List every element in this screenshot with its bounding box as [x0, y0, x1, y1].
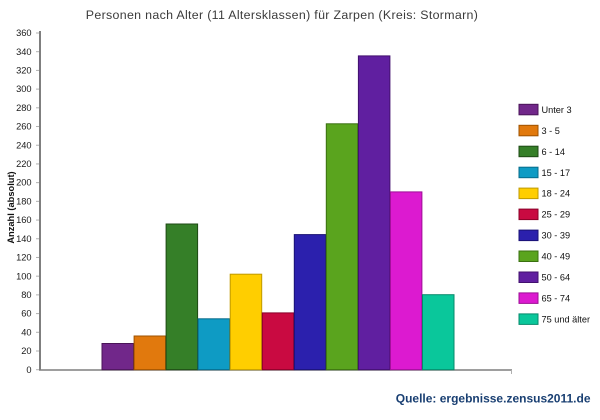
- svg-text:160: 160: [16, 215, 32, 225]
- svg-text:Anzahl (absolut): Anzahl (absolut): [6, 171, 16, 243]
- svg-text:280: 280: [16, 103, 32, 113]
- svg-text:60: 60: [21, 309, 31, 319]
- svg-text:30 - 39: 30 - 39: [542, 231, 571, 241]
- svg-text:240: 240: [16, 140, 32, 150]
- svg-text:260: 260: [16, 122, 32, 132]
- svg-text:40: 40: [21, 327, 31, 337]
- svg-text:300: 300: [16, 84, 32, 94]
- svg-text:0: 0: [26, 365, 31, 375]
- svg-text:Unter 3: Unter 3: [542, 105, 572, 115]
- svg-text:320: 320: [16, 66, 32, 76]
- svg-text:20: 20: [21, 346, 31, 356]
- svg-text:3 - 5: 3 - 5: [542, 126, 560, 136]
- svg-text:65 - 74: 65 - 74: [542, 294, 571, 304]
- svg-text:40 - 49: 40 - 49: [542, 252, 571, 262]
- svg-text:180: 180: [16, 196, 32, 206]
- svg-text:18 - 24: 18 - 24: [542, 189, 571, 199]
- svg-text:220: 220: [16, 159, 32, 169]
- svg-text:200: 200: [16, 178, 32, 188]
- svg-text:25 - 29: 25 - 29: [542, 210, 571, 220]
- svg-text:120: 120: [16, 253, 32, 263]
- svg-text:Personen nach Alter (11 Alters: Personen nach Alter (11 Altersklassen) f…: [86, 8, 478, 22]
- svg-text:360: 360: [16, 28, 32, 38]
- svg-text:80: 80: [21, 290, 31, 300]
- svg-text:6 - 14: 6 - 14: [542, 147, 566, 157]
- svg-text:75 und älter: 75 und älter: [542, 315, 591, 325]
- svg-text:100: 100: [16, 271, 32, 281]
- svg-text:50 - 64: 50 - 64: [542, 273, 571, 283]
- svg-text:Quelle: ergebnisse.zensus2011.: Quelle: ergebnisse.zensus2011.de: [396, 392, 591, 406]
- svg-text:15 - 17: 15 - 17: [542, 168, 571, 178]
- svg-text:140: 140: [16, 234, 32, 244]
- svg-text:340: 340: [16, 47, 32, 57]
